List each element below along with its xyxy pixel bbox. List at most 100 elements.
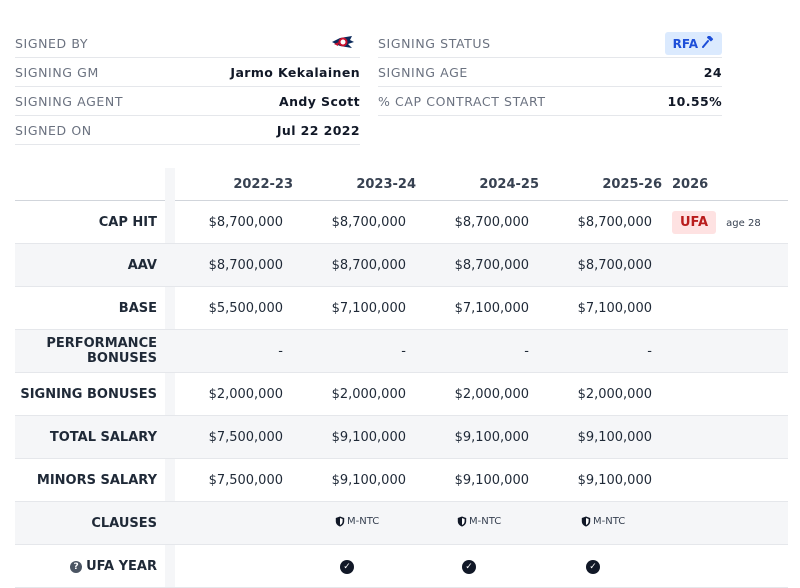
contract-table: 2022-23 2023-24 2024-25 2025-26 2026 CAP… <box>15 168 788 588</box>
ufa-year-cell: ✓ <box>539 544 662 588</box>
table-cell: - <box>293 329 416 373</box>
table-row: CAP HIT $8,700,000 $8,700,000 $8,700,000… <box>15 200 788 244</box>
table-row: ? UFA YEAR ✓ ✓ ✓ <box>15 544 788 588</box>
row-label: MINORS SALARY <box>15 458 165 502</box>
table-cell: $8,700,000 <box>293 200 416 244</box>
table-cell: $2,000,000 <box>539 372 662 416</box>
row-label: BASE <box>15 286 165 330</box>
header-season[interactable]: 2023-24 <box>293 168 416 201</box>
check-icon: ✓ <box>462 560 476 574</box>
info-label: SIGNED ON <box>15 122 92 138</box>
row-spacer <box>165 372 175 416</box>
table-row: SIGNING BONUSES $2,000,000 $2,000,000 $2… <box>15 372 788 416</box>
row-spacer <box>165 243 175 287</box>
table-cell: $8,700,000 <box>539 243 662 287</box>
table-cell-empty <box>662 243 788 287</box>
info-row-signing-status: SIGNING STATUS RFA <box>378 30 722 58</box>
row-spacer <box>165 415 175 459</box>
clause-cell: M-NTC <box>293 501 416 545</box>
cap-pct-value: 10.55% <box>667 93 722 109</box>
row-label: AAV <box>15 243 165 287</box>
header-spacer <box>165 168 175 201</box>
header-season[interactable]: 2025-26 <box>539 168 662 201</box>
info-left: SIGNED BY SIGNING GM Jarmo Kekalainen SI… <box>15 30 360 145</box>
table-cell: $7,500,000 <box>175 415 293 459</box>
clause-tag[interactable]: M-NTC <box>581 516 625 527</box>
table-cell-empty <box>662 286 788 330</box>
table-cell-empty <box>662 329 788 373</box>
table-row: PERFORMANCE BONUSES - - - - <box>15 329 788 373</box>
table-cell: $5,500,000 <box>175 286 293 330</box>
table-header-row: 2022-23 2023-24 2024-25 2025-26 2026 <box>15 168 788 201</box>
signing-agent-value[interactable]: Andy Scott <box>279 93 360 109</box>
ufa-badge[interactable]: UFA <box>672 210 717 234</box>
table-cell: - <box>175 329 293 373</box>
check-icon: ✓ <box>340 560 354 574</box>
ufa-year-cell: ✓ <box>293 544 416 588</box>
table-cell: $9,100,000 <box>539 415 662 459</box>
row-label: CLAUSES <box>15 501 165 545</box>
table-row: AAV $8,700,000 $8,700,000 $8,700,000 $8,… <box>15 243 788 287</box>
table-cell-empty <box>662 372 788 416</box>
ufa-cell: UFA age 28 <box>662 200 788 244</box>
table-row: MINORS SALARY $7,500,000 $9,100,000 $9,1… <box>15 458 788 502</box>
row-spacer <box>165 286 175 330</box>
table-cell: $9,100,000 <box>539 458 662 502</box>
row-spacer <box>165 329 175 373</box>
table-cell-empty <box>662 501 788 545</box>
header-season[interactable]: 2022-23 <box>175 168 293 201</box>
info-label: SIGNING AGE <box>378 64 468 80</box>
table-cell: $2,000,000 <box>175 372 293 416</box>
team-logo-icon[interactable] <box>330 32 356 56</box>
table-cell-empty <box>662 544 788 588</box>
table-cell-empty <box>662 415 788 459</box>
gavel-icon <box>702 35 714 51</box>
row-label: CAP HIT <box>15 200 165 244</box>
info-label: SIGNED BY <box>15 36 89 51</box>
table-cell-empty <box>662 458 788 502</box>
row-spacer <box>165 501 175 545</box>
table-cell: $8,700,000 <box>293 243 416 287</box>
table-cell: - <box>539 329 662 373</box>
table-cell: $8,700,000 <box>416 243 539 287</box>
rfa-badge[interactable]: RFA <box>664 32 722 55</box>
table-row: BASE $5,500,000 $7,100,000 $7,100,000 $7… <box>15 286 788 330</box>
shield-icon <box>581 516 591 526</box>
table-cell: $2,000,000 <box>416 372 539 416</box>
table-cell: $7,100,000 <box>293 286 416 330</box>
table-cell: $9,100,000 <box>293 415 416 459</box>
row-spacer <box>165 200 175 244</box>
row-label-text: UFA YEAR <box>86 558 157 574</box>
table-row: TOTAL SALARY $7,500,000 $9,100,000 $9,10… <box>15 415 788 459</box>
row-label: PERFORMANCE BONUSES <box>15 329 165 373</box>
signed-on-value: Jul 22 2022 <box>276 122 360 138</box>
ufa-year-cell: ✓ <box>416 544 539 588</box>
question-icon[interactable]: ? <box>70 560 83 573</box>
clause-label: M-NTC <box>347 515 380 527</box>
header-season[interactable]: 2024-25 <box>416 168 539 201</box>
signing-gm-value[interactable]: Jarmo Kekalainen <box>230 64 360 80</box>
clause-tag[interactable]: M-NTC <box>335 516 379 527</box>
clause-label: M-NTC <box>469 515 502 527</box>
row-spacer <box>165 458 175 502</box>
table-cell: $9,100,000 <box>293 458 416 502</box>
header-season[interactable]: 2026 <box>662 168 788 201</box>
info-right: SIGNING STATUS RFA SIGNING AGE 24 % CAP … <box>378 30 722 116</box>
table-cell: $7,100,000 <box>416 286 539 330</box>
info-row-signed-on: SIGNED ON Jul 22 2022 <box>15 116 360 145</box>
check-icon: ✓ <box>586 560 600 574</box>
clause-label: M-NTC <box>593 515 626 527</box>
info-label: SIGNING AGENT <box>15 93 124 109</box>
signing-age-value: 24 <box>703 64 722 80</box>
table-cell: $8,700,000 <box>175 243 293 287</box>
table-cell: $8,700,000 <box>539 200 662 244</box>
clause-tag[interactable]: M-NTC <box>457 516 501 527</box>
info-row-signing-gm: SIGNING GM Jarmo Kekalainen <box>15 58 360 87</box>
table-row: CLAUSES M-NTC M-NTC <box>15 501 788 545</box>
table-cell: $9,100,000 <box>416 458 539 502</box>
table-cell: $7,100,000 <box>539 286 662 330</box>
table-cell: $7,500,000 <box>175 458 293 502</box>
rfa-badge-label: RFA <box>672 36 698 51</box>
table-cell-empty <box>175 544 293 588</box>
